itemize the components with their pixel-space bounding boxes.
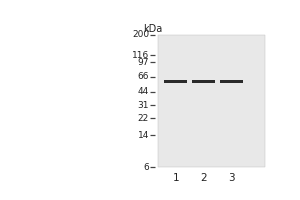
- Text: 66: 66: [138, 72, 149, 81]
- Text: 6: 6: [143, 163, 149, 172]
- Text: 200: 200: [132, 30, 149, 39]
- Text: 3: 3: [228, 173, 235, 183]
- Text: kDa: kDa: [142, 24, 162, 34]
- Text: 31: 31: [138, 101, 149, 110]
- Bar: [164, 80, 188, 83]
- Text: 44: 44: [138, 87, 149, 96]
- Bar: [158, 35, 266, 167]
- Bar: [220, 80, 243, 83]
- Text: 2: 2: [200, 173, 207, 183]
- Text: 97: 97: [138, 58, 149, 67]
- Text: 14: 14: [138, 131, 149, 140]
- Text: 116: 116: [132, 51, 149, 60]
- Text: 22: 22: [138, 114, 149, 123]
- Text: 1: 1: [172, 173, 179, 183]
- Bar: [192, 80, 215, 83]
